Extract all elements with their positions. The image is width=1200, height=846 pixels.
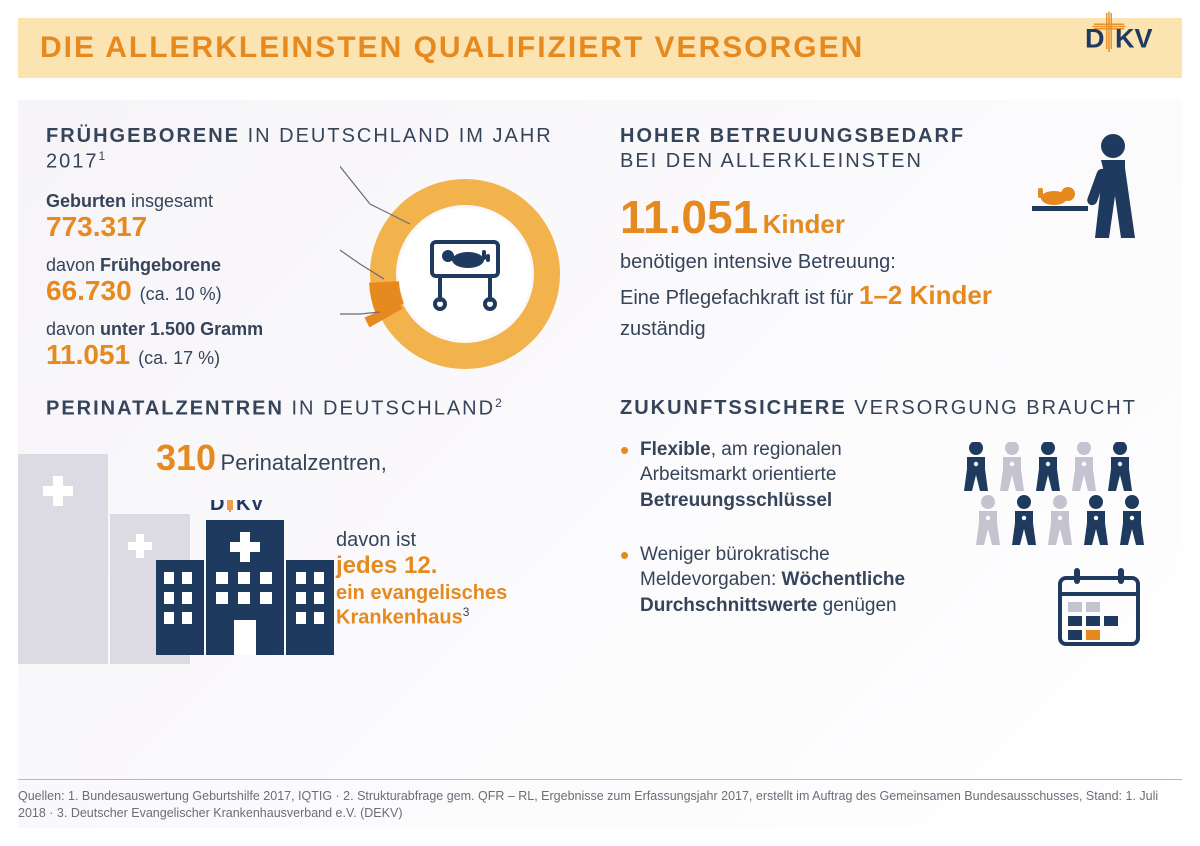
donut-chart-icon [340,164,570,394]
svg-text:KV: KV [236,500,264,515]
section-premature-births: FRÜHGEBORENE IN DEUTSCHLAND IM JAHR 2017… [46,124,580,370]
svg-text:D: D [210,500,224,515]
svg-text:D: D [1085,24,1105,54]
hospital-icon: D KV [156,500,336,655]
bl-subtext: davon ist jedes 12. ein evangelisches Kr… [336,528,580,629]
bl-count-row: 310 Perinatalzentren, [156,437,580,479]
header-bar: DIE ALLERKLEINSTEN QUALIFIZIERT VERSORGE… [18,18,1182,78]
parent-baby-icon [1018,128,1148,258]
br-title: ZUKUNFTSSICHERE VERSORGUNG BRAUCHT [620,396,1154,421]
tr-body: benötigen intensive Betreuung: Eine Pfle… [620,248,1154,344]
section-perinatal-centers: PERINATALZENTREN IN DEUTSCHLAND2 310 Per… [46,396,580,676]
bullet-flexible: Flexible, am regionalen Arbeitsmarkt ori… [620,437,950,514]
section-care-need: HOHER BETREUUNGSBEDARFBEI DEN ALLERKLEIN… [620,124,1154,370]
infographic-page: DIE ALLERKLEINSTEN QUALIFIZIERT VERSORGE… [0,0,1200,846]
content-area: FRÜHGEBORENE IN DEUTSCHLAND IM JAHR 2017… [18,100,1182,828]
bullet-reporting: Weniger bürokratische Meldevorgaben: Wöc… [620,542,950,619]
svg-text:KV: KV [1115,24,1153,54]
sources-footer: Quellen: 1. Bundesauswertung Geburtshilf… [18,779,1182,822]
calendar-icon [1054,564,1144,654]
people-grid-icon [964,442,1154,552]
dekv-logo: D KV [1082,10,1172,70]
bl-title: PERINATALZENTREN IN DEUTSCHLAND2 [46,396,580,422]
page-title: DIE ALLERKLEINSTEN QUALIFIZIERT VERSORGE… [40,31,864,65]
section-future-care: ZUKUNFTSSICHERE VERSORGUNG BRAUCHT Flexi… [620,396,1154,676]
